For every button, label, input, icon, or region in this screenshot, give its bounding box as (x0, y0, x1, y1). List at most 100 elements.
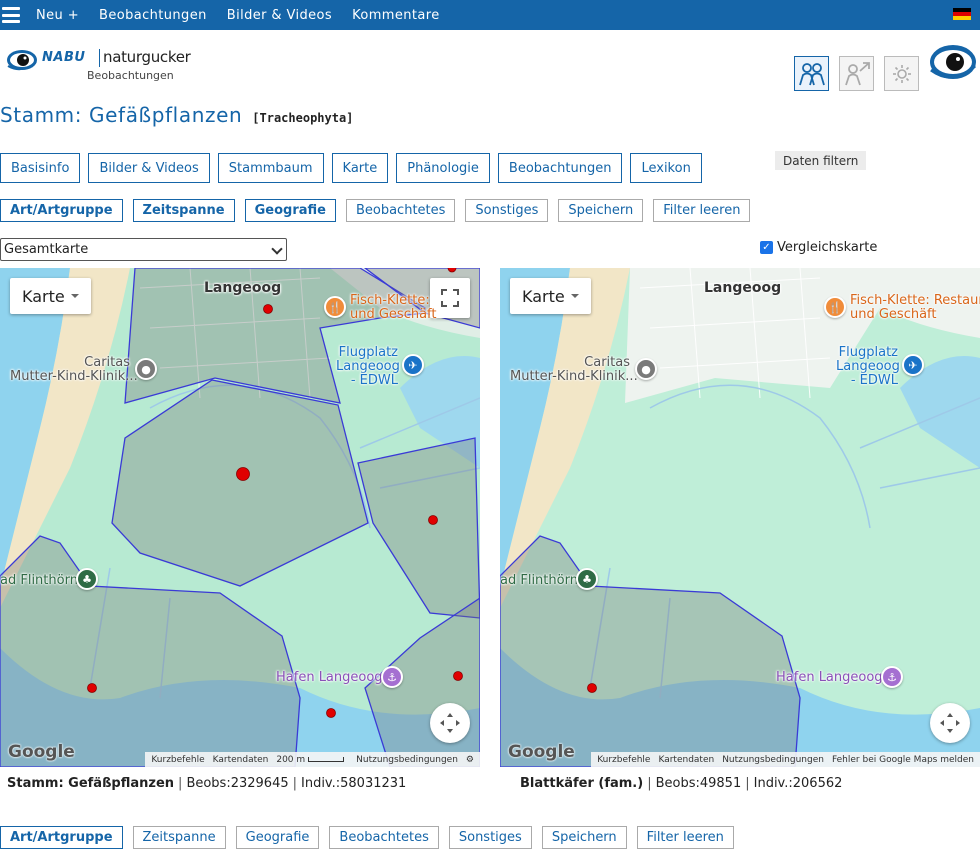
fullscreen-icon (441, 289, 459, 307)
place-fisch-klette: Fisch-Klette: Restaurant und Geschäft (850, 294, 980, 322)
map-left[interactable]: Karte Langeoog 🍴 Fisch-Klette: und Gesch… (0, 268, 480, 767)
place-caritas-line1: Caritas (84, 355, 130, 370)
filter-other[interactable]: Sonstiges (465, 199, 549, 222)
map-right[interactable]: Karte Langeoog 🍴 Fisch-Klette: Restauran… (500, 268, 980, 767)
place-fisch-klette-line1: Fisch-Klette: Restaurant (850, 293, 980, 308)
filter-save-bottom[interactable]: Speichern (541, 826, 627, 849)
gear-icon[interactable]: ⚙ (465, 754, 474, 765)
restaurant-pin-icon[interactable]: 🍴 (824, 296, 846, 318)
map-type-button[interactable]: Karte (10, 278, 91, 314)
attr-report-error[interactable]: Fehler bei Google Maps melden (831, 754, 974, 765)
stats-right: Blattkäfer (fam.) | Beobs:49851 | Indiv.:206… (520, 776, 842, 791)
filter-tabs-top: Art/Artgruppe Zeitspanne Geografie Beoba… (0, 199, 760, 222)
map-attribution: Kurzbefehle Kartendaten 200 m Nutzungsbe… (145, 752, 480, 767)
place-fisch-klette-line2: und Geschäft (350, 307, 437, 322)
tab-images-videos[interactable]: Bilder & Videos (88, 153, 210, 183)
filter-data-button[interactable]: Daten filtern (775, 151, 867, 170)
filter-other-bottom[interactable]: Sonstiges (448, 826, 532, 849)
place-flinthorn: ad Flinthörn (0, 573, 78, 588)
checkbox-checked-icon[interactable]: ✓ (760, 241, 773, 254)
filter-species-group-bottom[interactable]: Art/Artgruppe (0, 826, 123, 849)
airport-pin-icon[interactable]: ✈ (902, 354, 924, 376)
map-attribution-right: Kurzbefehle Kartendaten Nutzungsbedingun… (591, 752, 980, 767)
tab-phenology[interactable]: Phänologie (396, 153, 490, 183)
location-pin-icon[interactable]: ● (135, 358, 157, 380)
filter-geography-bottom[interactable]: Geografie (235, 826, 320, 849)
menu-icon[interactable] (2, 7, 20, 23)
logo-subtitle: Beobachtungen (87, 69, 174, 82)
attr-shortcuts[interactable]: Kurzbefehle (151, 754, 205, 765)
scale-bar-icon (308, 756, 345, 762)
nav-observations[interactable]: Beobachtungen (99, 7, 207, 23)
harbor-pin-icon[interactable]: ⚓ (381, 666, 403, 688)
park-pin-icon[interactable]: ♣ (76, 568, 98, 590)
eye-logo-icon (7, 50, 37, 71)
filter-save[interactable]: Speichern (558, 199, 644, 222)
attr-terms[interactable]: Nutzungsbedingungen (722, 754, 824, 765)
stats-right-name: Blattkäfer (fam.) (520, 776, 644, 791)
filter-species-group[interactable]: Art/Artgruppe (0, 199, 123, 222)
place-hafen: Hafen Langeoog (776, 670, 883, 685)
logo-divider (99, 49, 100, 67)
tab-map[interactable]: Karte (331, 153, 389, 183)
stats-left: Stamm: Gefäßpflanzen | Beobs:2329645 | Indiv… (7, 776, 406, 791)
tab-basisinfo[interactable]: Basisinfo (0, 153, 81, 183)
location-pin-icon[interactable]: ● (635, 358, 657, 380)
stats-separator: | (745, 776, 750, 791)
settings-button[interactable] (884, 56, 919, 91)
pan-control-button[interactable] (430, 703, 470, 743)
stats-right-indiv: Indiv.:206562 (753, 776, 843, 791)
tab-observations[interactable]: Beobachtungen (497, 153, 623, 183)
map-type-select[interactable]: Gesamtkarte (0, 238, 287, 261)
place-fisch-klette-line1: Fisch-Klette: (350, 293, 430, 308)
naturgucker-eye-logo-icon (930, 45, 977, 79)
tab-family-tree[interactable]: Stammbaum (217, 153, 324, 183)
compare-map-label: Vergleichskarte (777, 240, 878, 255)
map-left-canvas (0, 268, 480, 767)
park-pin-icon[interactable]: ♣ (576, 568, 598, 590)
person-arrow-button[interactable] (839, 56, 874, 91)
filter-observed-bottom[interactable]: Beobachtetes (329, 826, 439, 849)
harbor-pin-icon[interactable]: ⚓ (881, 666, 903, 688)
place-flinthorn: ad Flinthörn (500, 573, 578, 588)
nav-images-videos[interactable]: Bilder & Videos (226, 7, 333, 23)
german-flag-icon[interactable] (953, 8, 971, 20)
place-caritas-line2: Mutter-Kind-Klinik... (510, 369, 638, 384)
filter-time-span-bottom[interactable]: Zeitspanne (132, 826, 226, 849)
tab-lexicon[interactable]: Lexikon (630, 153, 702, 183)
logo-brand: NABU (42, 50, 86, 65)
filter-clear-bottom[interactable]: Filter leeren (636, 826, 734, 849)
map-type-select-value: Gesamtkarte (4, 242, 89, 257)
fullscreen-button[interactable] (430, 278, 470, 318)
attr-map-data[interactable]: Kartendaten (658, 754, 715, 765)
airport-pin-icon[interactable]: ✈ (402, 354, 424, 376)
compare-map-toggle[interactable]: ✓ Vergleichskarte (760, 240, 877, 255)
people-button[interactable] (794, 56, 829, 91)
google-logo: Google (8, 742, 75, 762)
map-type-button-right[interactable]: Karte (510, 278, 591, 314)
filter-time-span[interactable]: Zeitspanne (132, 199, 235, 222)
move-arrows-icon (940, 713, 960, 733)
nav-comments[interactable]: Kommentare (352, 7, 440, 23)
filter-geography[interactable]: Geografie (244, 199, 336, 222)
site-logo[interactable]: NABU naturgucker Beobachtungen (6, 42, 191, 86)
stats-left-name: Stamm: Gefäßpflanzen (7, 776, 175, 791)
chevron-down-icon (271, 243, 283, 255)
attr-terms[interactable]: Nutzungsbedingungen (356, 754, 458, 765)
place-fisch-klette: Fisch-Klette: und Geschäft (350, 294, 437, 322)
filter-clear[interactable]: Filter leeren (653, 199, 751, 222)
attr-map-data[interactable]: Kartendaten (212, 754, 269, 765)
pan-control-button-right[interactable] (930, 703, 970, 743)
place-airport: Flugplatz Langeoog - EDWL (336, 346, 400, 388)
google-logo: Google (508, 742, 575, 762)
place-caritas-line2: Mutter-Kind-Klinik... (10, 369, 138, 384)
filter-observed[interactable]: Beobachtetes (345, 199, 456, 222)
attr-shortcuts[interactable]: Kurzbefehle (597, 754, 651, 765)
page-title: Stamm: Gefäßpflanzen [Tracheophyta] (0, 103, 353, 127)
nav-new[interactable]: Neu + (36, 7, 79, 23)
main-tabs: Basisinfo Bilder & Videos Stammbaum Kart… (0, 153, 710, 183)
place-caritas-line1: Caritas (584, 355, 630, 370)
settings-icon (892, 64, 911, 83)
restaurant-pin-icon[interactable]: 🍴 (324, 296, 346, 318)
attr-scale[interactable]: 200 m (276, 755, 348, 765)
